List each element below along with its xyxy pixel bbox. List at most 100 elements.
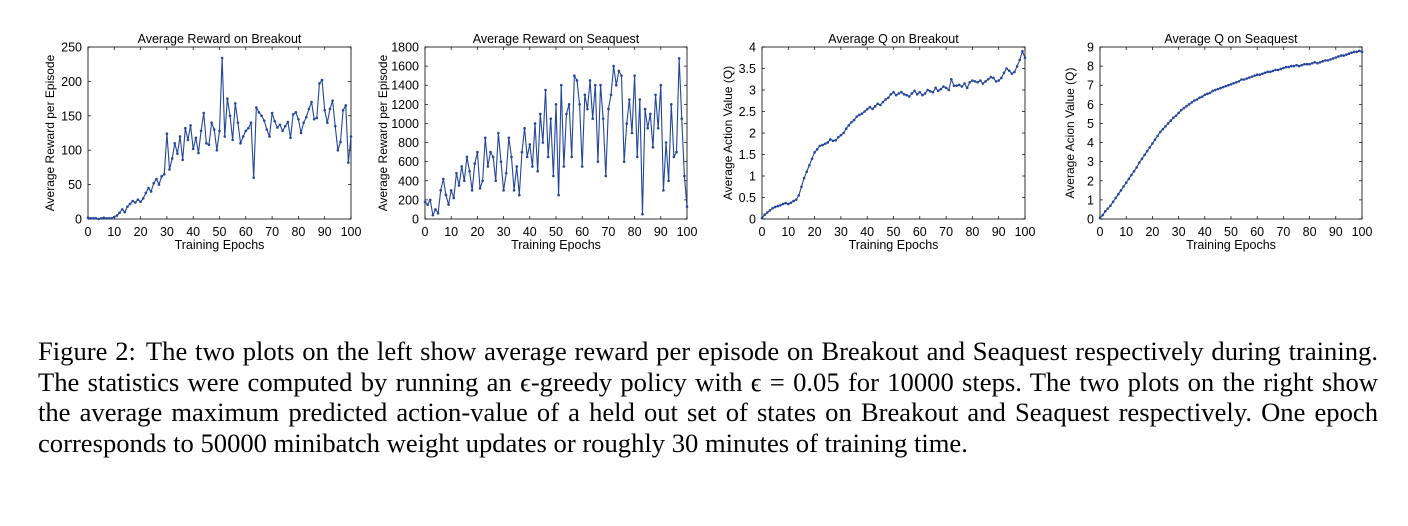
chart2-data-point <box>628 98 631 101</box>
chart3-data-point <box>873 105 877 108</box>
chart2-data-point <box>612 64 615 68</box>
chart4-data-point <box>1119 189 1123 192</box>
chart4-data-point <box>1161 127 1165 131</box>
chart4-data-point <box>1310 61 1314 65</box>
chart4-ytick-label: 8 <box>1087 60 1094 74</box>
chart1-data-point <box>310 100 313 104</box>
chart4-data-point <box>1303 62 1306 66</box>
chart1-data-point <box>110 217 113 220</box>
chart1-data-point <box>323 108 327 112</box>
chart2-data-point <box>444 193 448 197</box>
chart4-data-point <box>1245 77 1249 80</box>
chart3-data-point <box>989 75 993 79</box>
chart4-xtick-label: 40 <box>1198 225 1212 239</box>
chart2-xtick-label: 0 <box>422 225 429 239</box>
chart4-series-line <box>1099 50 1363 219</box>
chart2-data-point <box>431 213 435 217</box>
chart2-data-point <box>562 165 566 168</box>
chart3-data-point <box>781 202 785 206</box>
chart1-data-point <box>186 138 190 142</box>
chart4-data-point <box>1216 87 1220 91</box>
chart4-data-point <box>1111 200 1115 204</box>
chart3-data-point <box>852 118 856 122</box>
chart2-data-point <box>518 193 521 197</box>
chart1-data-point <box>299 131 303 135</box>
chart1-data-point <box>241 135 245 138</box>
chart4-data-point <box>1248 76 1251 79</box>
chart3-xtick-label: 20 <box>808 225 822 239</box>
chart3-ytick-label: 0 <box>749 213 756 227</box>
chart1-data-point <box>215 148 219 152</box>
chart3-data-point <box>768 209 772 212</box>
chart3-data-point <box>831 139 835 143</box>
chart1-ytick-label: 0 <box>75 213 82 227</box>
chart2-ytick-label: 1600 <box>391 60 419 74</box>
chart4-data-point <box>1339 54 1343 57</box>
chart3-data-point <box>779 203 782 207</box>
chart4-xtick-label: 20 <box>1145 225 1159 239</box>
chart1-data-point <box>115 214 119 217</box>
chart3-data-point <box>863 110 866 113</box>
chart3-data-point <box>842 131 845 135</box>
chart2-data-point <box>672 155 676 159</box>
chart1-series-line <box>87 57 352 220</box>
chart4-data-point <box>1324 59 1327 62</box>
chart1-data-point <box>233 102 237 105</box>
chart2-data-point <box>439 189 443 192</box>
chart2-data-point <box>601 117 605 120</box>
chart4-data-point <box>1350 51 1353 55</box>
chart4-data-point <box>1240 78 1243 81</box>
chart4-data-point <box>1352 50 1356 54</box>
chart4-xtick-label: 0 <box>1097 225 1104 239</box>
chart1-data-point <box>326 121 329 124</box>
chart1-data-point <box>194 136 198 140</box>
chart4-data-point <box>1258 73 1262 77</box>
chart4-ytick-label: 4 <box>1087 136 1094 150</box>
chart1-data-point <box>276 126 279 129</box>
chart2-data-point <box>531 165 534 168</box>
chart4-data-point <box>1132 169 1136 173</box>
chart4-data-point <box>1292 64 1296 68</box>
chart2-data-point <box>549 117 553 120</box>
chart1-data-point <box>157 183 161 186</box>
chart4-ytick-label: 3 <box>1087 155 1094 169</box>
chart3-data-point <box>926 88 929 92</box>
chart3-axes-frame <box>761 46 1026 220</box>
chart4-data-point <box>1135 166 1138 169</box>
chart4-data-point <box>1266 70 1269 74</box>
figure-charts: 0 10 20 30 40 50 60 70 80 90 100050100150200250Ave… <box>43 32 1372 252</box>
chart2-data-point <box>659 83 663 87</box>
chart2-data-point <box>489 150 492 154</box>
chart2-data-point <box>664 141 668 144</box>
chart3-data-point <box>1021 50 1024 53</box>
chart4-data-point <box>1166 122 1170 125</box>
chart4-data-point <box>1295 63 1298 67</box>
chart1-data-point <box>268 135 271 138</box>
chart1-data-point <box>286 120 290 124</box>
chart1-data-point <box>205 142 208 145</box>
chart3-data-point <box>918 90 922 94</box>
chart4-xtick-label: 90 <box>1329 225 1343 239</box>
chart3-xlabel: Training Epochs <box>849 238 939 252</box>
chart1-data-point <box>149 190 153 193</box>
chart4-data-point <box>1127 177 1131 181</box>
chart1-data-point <box>120 208 124 211</box>
chart2-data-point <box>533 122 537 125</box>
chart2-title: Average Reward on Seaquest <box>473 32 640 46</box>
chart4-data-point <box>1182 106 1186 110</box>
chart3-data-point <box>981 82 985 85</box>
chart2-data-point <box>428 198 432 202</box>
chart4-data-point <box>1101 213 1104 217</box>
chart3-data-point <box>994 80 998 83</box>
chart2-data-point <box>552 174 555 178</box>
chart1-xtick-label: 40 <box>186 225 200 239</box>
chart4-data-point <box>1179 108 1183 112</box>
chart2-data-point <box>476 150 479 154</box>
chart2-data-point <box>507 136 511 140</box>
chart3-title: Average Q on Breakout <box>828 32 959 46</box>
chart3-data-point <box>858 113 861 117</box>
chart4-data-point <box>1124 181 1128 184</box>
chart2-data-point <box>649 112 652 116</box>
chart2-data-point <box>669 103 673 106</box>
chart3-data-point <box>829 138 832 141</box>
